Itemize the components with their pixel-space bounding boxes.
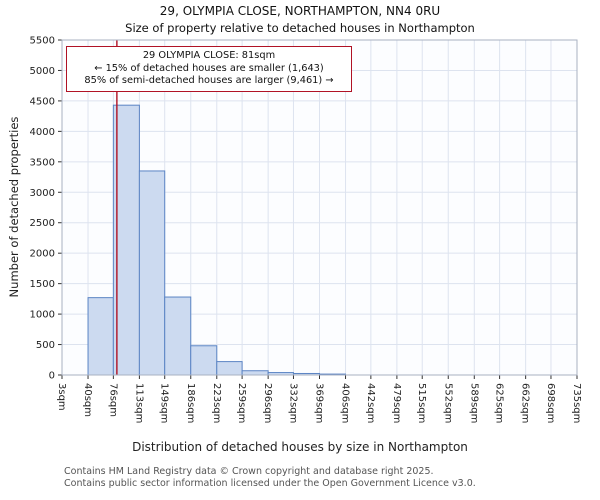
x-tick-label: 515sqm xyxy=(416,383,427,423)
x-tick-label: 369sqm xyxy=(314,383,325,423)
histogram-bar xyxy=(241,370,269,376)
y-tick-label: 4500 xyxy=(30,96,55,107)
y-tick-label: 5500 xyxy=(30,36,55,47)
x-tick-label: 296sqm xyxy=(262,383,273,423)
y-tick-label: 2000 xyxy=(30,249,55,260)
x-tick-label: 332sqm xyxy=(287,383,298,423)
x-tick-label: 149sqm xyxy=(159,383,170,423)
chart-subtitle: Size of property relative to detached ho… xyxy=(125,21,475,35)
y-tick-label: 2500 xyxy=(30,218,55,229)
histogram-bar xyxy=(138,170,166,376)
histogram-bar xyxy=(87,297,114,376)
x-tick-label: 479sqm xyxy=(391,383,402,423)
plot-border xyxy=(61,39,578,376)
annotation-smaller-share: ← 15% of detached houses are smaller (1,… xyxy=(94,62,324,74)
y-tick-label: 0 xyxy=(49,371,55,382)
x-tick-label: 406sqm xyxy=(340,383,351,423)
y-tick-label: 3000 xyxy=(30,188,55,199)
y-tick-label: 500 xyxy=(36,340,55,351)
y-axis-label: Number of detached properties xyxy=(7,116,21,298)
attribution-line-2: Contains public sector information licen… xyxy=(64,477,476,489)
annotation-property-size: 29 OLYMPIA CLOSE: 81sqm xyxy=(142,50,276,61)
histogram-bar xyxy=(216,361,243,376)
x-tick-label: 223sqm xyxy=(211,383,222,423)
attribution-footer: Contains HM Land Registry data © Crown c… xyxy=(64,466,476,489)
x-tick-label: 113sqm xyxy=(133,383,144,423)
x-tick-label: 625sqm xyxy=(494,383,505,423)
chart-title: 29, OLYMPIA CLOSE, NORTHAMPTON, NN4 0RU xyxy=(159,4,441,18)
x-tick-label: 735sqm xyxy=(571,383,582,423)
histogram-bar xyxy=(190,345,218,376)
x-tick-label: 40sqm xyxy=(82,383,93,417)
annotation-larger-share: 85% of semi-detached houses are larger (… xyxy=(84,75,334,86)
y-tick-label: 5000 xyxy=(30,66,55,77)
x-tick-label: 259sqm xyxy=(236,383,247,423)
x-tick-label: 3sqm xyxy=(56,383,67,411)
y-tick-label: 3500 xyxy=(30,157,55,168)
x-tick-label: 552sqm xyxy=(442,383,453,423)
x-tick-label: 442sqm xyxy=(365,383,376,423)
y-tick-label: 1000 xyxy=(30,310,55,321)
y-tick-label: 1500 xyxy=(30,279,55,290)
x-tick-label: 662sqm xyxy=(520,383,531,423)
x-axis-label: Distribution of detached houses by size … xyxy=(132,440,468,454)
x-tick-label: 589sqm xyxy=(468,383,479,423)
histogram-bar xyxy=(164,296,192,376)
property-annotation-box: 29 OLYMPIA CLOSE: 81sqm ← 15% of detache… xyxy=(66,46,352,92)
x-tick-label: 698sqm xyxy=(545,383,556,423)
y-tick-label: 4000 xyxy=(30,127,55,138)
x-tick-label: 186sqm xyxy=(185,383,196,423)
attribution-line-1: Contains HM Land Registry data © Crown c… xyxy=(64,466,434,477)
x-tick-label: 76sqm xyxy=(107,383,118,417)
